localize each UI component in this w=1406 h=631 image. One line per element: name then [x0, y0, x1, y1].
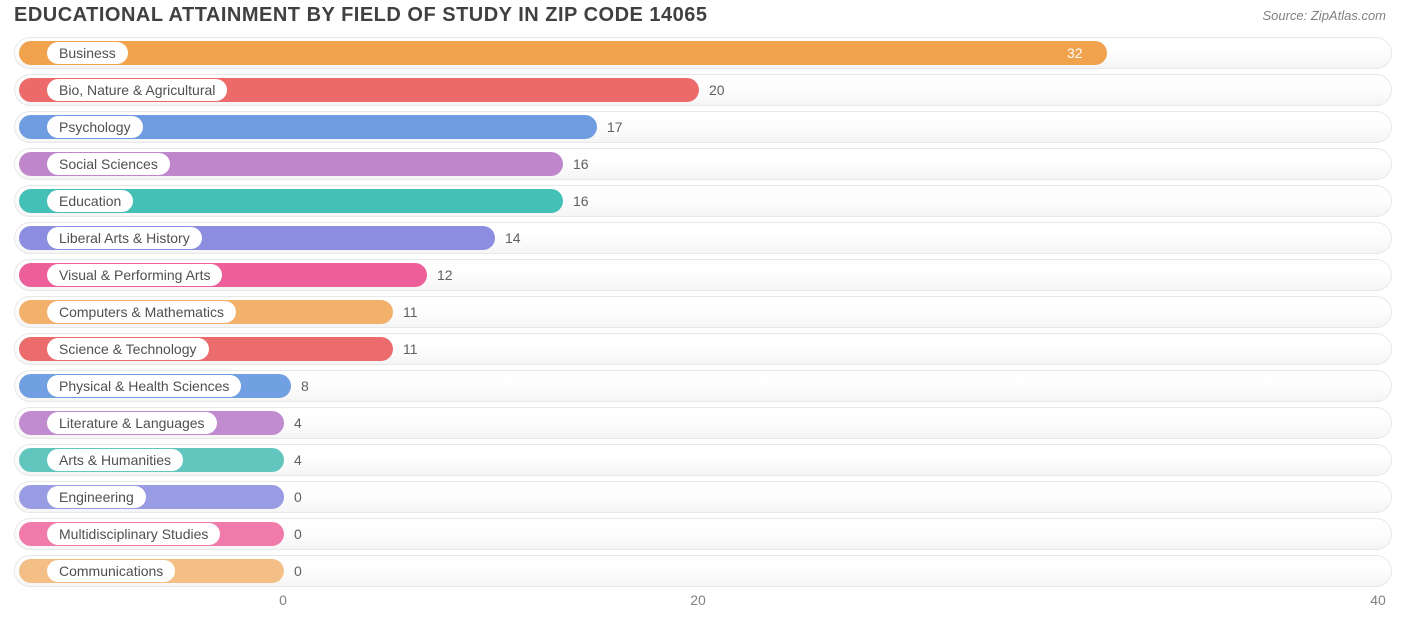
- x-axis: 0 20 40: [14, 592, 1392, 616]
- bar-label: Literature & Languages: [47, 412, 217, 434]
- bar-label: Liberal Arts & History: [47, 227, 202, 249]
- chart-title: EDUCATIONAL ATTAINMENT BY FIELD OF STUDY…: [14, 4, 708, 27]
- bar-label: Multidisciplinary Studies: [47, 523, 220, 545]
- bar-value: 11: [403, 304, 418, 320]
- bar-row: Communications 0: [14, 555, 1392, 587]
- bar-label: Social Sciences: [47, 153, 170, 175]
- bar-value: 0: [294, 563, 302, 579]
- bar-label: Science & Technology: [47, 338, 209, 360]
- bar-row: Science & Technology 11: [14, 333, 1392, 365]
- bar-row: Engineering 0: [14, 481, 1392, 513]
- bar-value: 17: [607, 119, 623, 135]
- bar-value: 8: [301, 378, 309, 394]
- bar-row: Literature & Languages 4: [14, 407, 1392, 439]
- bar-row: Computers & Mathematics 11: [14, 296, 1392, 328]
- axis-tick: 0: [279, 592, 287, 608]
- bar-value: 4: [294, 415, 302, 431]
- bar-value: 16: [573, 193, 589, 209]
- bar-fill: [19, 41, 1107, 65]
- bar-row: Physical & Health Sciences 8: [14, 370, 1392, 402]
- bar-value: 11: [403, 341, 418, 357]
- bar-value: 32: [1067, 45, 1083, 61]
- bar-row: Education 16: [14, 185, 1392, 217]
- bar-row: Liberal Arts & History 14: [14, 222, 1392, 254]
- bar-label: Business: [47, 42, 128, 64]
- bar-row: Bio, Nature & Agricultural 20: [14, 74, 1392, 106]
- bar-label: Engineering: [47, 486, 146, 508]
- axis-tick: 40: [1370, 592, 1386, 608]
- bar-row: Arts & Humanities 4: [14, 444, 1392, 476]
- bar-value: 4: [294, 452, 302, 468]
- chart-source: Source: ZipAtlas.com: [1262, 8, 1386, 23]
- chart-header: EDUCATIONAL ATTAINMENT BY FIELD OF STUDY…: [0, 0, 1406, 35]
- bar-row: Multidisciplinary Studies 0: [14, 518, 1392, 550]
- bar-label: Bio, Nature & Agricultural: [47, 79, 227, 101]
- bar-value: 0: [294, 526, 302, 542]
- bar-value: 12: [437, 267, 453, 283]
- bar-row: Psychology 17: [14, 111, 1392, 143]
- bar-value: 20: [709, 82, 725, 98]
- bar-label: Visual & Performing Arts: [47, 264, 222, 286]
- bar-row: Business 32: [14, 37, 1392, 69]
- bar-label: Psychology: [47, 116, 143, 138]
- bar-row: Visual & Performing Arts 12: [14, 259, 1392, 291]
- bar-label: Computers & Mathematics: [47, 301, 236, 323]
- bar-row: Social Sciences 16: [14, 148, 1392, 180]
- bar-label: Arts & Humanities: [47, 449, 183, 471]
- bar-value: 16: [573, 156, 589, 172]
- bar-value: 0: [294, 489, 302, 505]
- axis-tick: 20: [690, 592, 706, 608]
- bar-label: Education: [47, 190, 133, 212]
- bar-label: Physical & Health Sciences: [47, 375, 241, 397]
- bar-label: Communications: [47, 560, 175, 582]
- chart-area: Business 32 Bio, Nature & Agricultural 20 Ps…: [0, 35, 1406, 587]
- bar-value: 14: [505, 230, 521, 246]
